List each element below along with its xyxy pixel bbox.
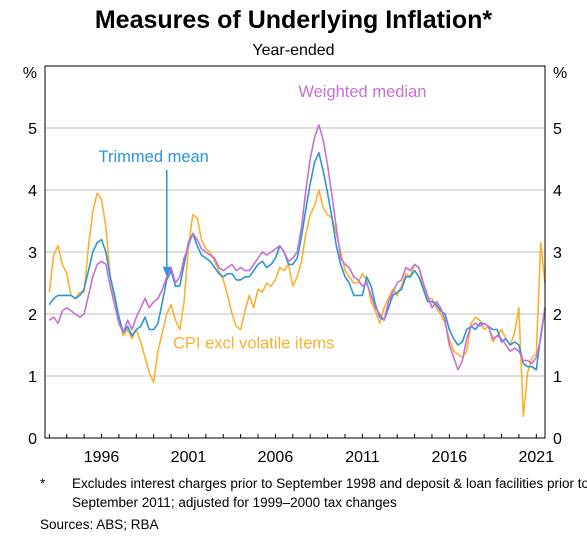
y-tick-label-left: 1 (28, 369, 37, 386)
annotation-weighted-median: Weighted median (298, 83, 426, 101)
plot-frame (44, 65, 546, 439)
series-line-trimmed-mean (48, 152, 546, 371)
x-tick-label: 2011 (345, 449, 380, 466)
series-line-weighted-median (48, 124, 546, 371)
y-unit-left: % (23, 65, 37, 82)
x-tick-label: 2001 (171, 449, 207, 466)
annotation-cpi-excl: CPI excl volatile items (173, 335, 334, 353)
series-line-cpi-excl (48, 189, 546, 418)
x-tick-label: 1996 (84, 449, 120, 466)
chart-subtitle: Year-ended (252, 42, 335, 59)
annotation-arrow-head (162, 266, 171, 277)
footnote-marker: * (40, 476, 46, 491)
sources-note: Sources: ABS; RBA (40, 517, 159, 532)
y-unit-right: % (553, 65, 567, 82)
y-tick-label-right: 1 (553, 369, 562, 386)
y-tick-label-right: 0 (553, 431, 562, 448)
y-tick-label-left: 3 (28, 245, 37, 262)
x-tick-label: 2016 (432, 449, 468, 466)
x-tick-label: 2021 (519, 449, 555, 466)
x-tick-label: 2006 (258, 449, 294, 466)
y-tick-label-left: 0 (28, 431, 37, 448)
y-tick-label-right: 4 (553, 183, 562, 200)
y-tick-label-right: 3 (553, 245, 562, 262)
chart-title: Measures of Underlying Inflation* (94, 6, 493, 34)
y-tick-label-right: 2 (553, 307, 562, 324)
y-tick-label-left: 2 (28, 307, 37, 324)
y-tick-label-left: 4 (28, 183, 37, 200)
annotation-trimmed-mean: Trimmed mean (99, 148, 209, 166)
y-tick-label-right: 5 (553, 121, 562, 138)
chart-svg: 0 0 1 1 2 2 3 3 4 4 5 5% % 1996 2001 2006 2011 2016 2021 We… (23, 65, 567, 466)
y-tick-label-left: 5 (28, 121, 37, 138)
footnote-text: Excludes interest charges prior to Septe… (72, 476, 587, 510)
